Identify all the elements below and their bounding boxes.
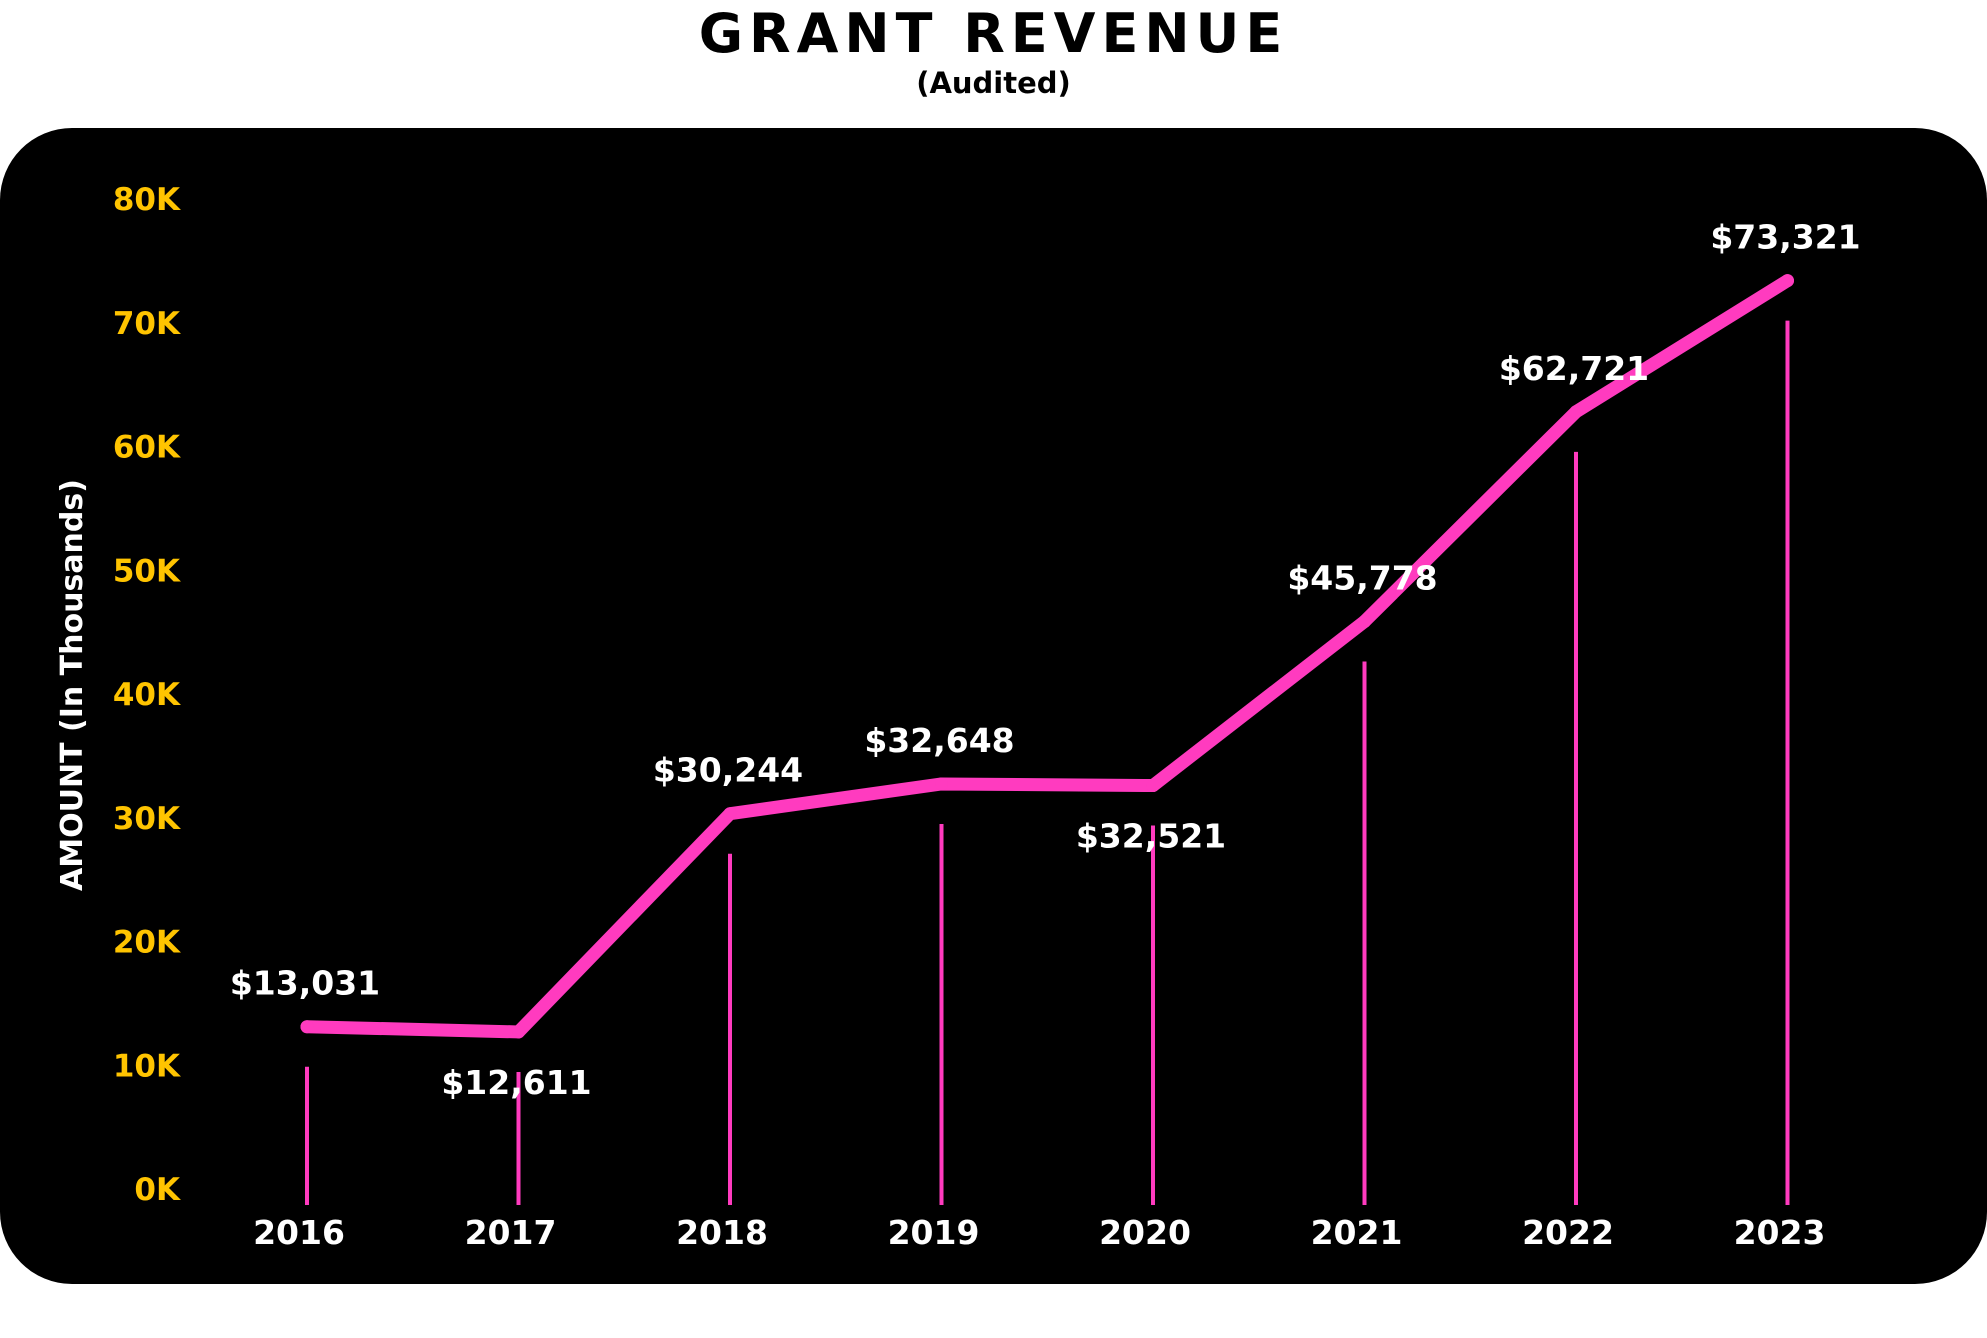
data-point	[300, 1020, 314, 1034]
y-tick-label: 80K	[113, 182, 181, 218]
data-label: $32,648	[864, 721, 1014, 760]
data-label: $62,721	[1499, 349, 1649, 388]
x-tick-label: 2019	[888, 1213, 980, 1252]
x-tick-label: 2017	[465, 1213, 557, 1252]
x-tick-label: 2016	[253, 1213, 345, 1252]
y-tick-label: 40K	[113, 677, 181, 713]
y-tick-label: 60K	[113, 430, 181, 466]
data-point	[512, 1025, 525, 1039]
data-point	[1781, 274, 1794, 288]
data-label: $73,321	[1710, 218, 1860, 257]
y-tick-label: 50K	[113, 553, 181, 589]
y-tick-label: 20K	[113, 925, 181, 961]
series-line	[300, 274, 1794, 1039]
data-point	[1358, 614, 1371, 628]
data-label: $32,521	[1076, 817, 1226, 856]
data-point	[935, 777, 948, 791]
data-label: $45,778	[1287, 558, 1437, 597]
chart-panel	[0, 128, 1987, 1284]
data-point	[1569, 405, 1583, 419]
data-point	[1146, 779, 1160, 793]
x-tick-label: 2021	[1311, 1213, 1403, 1252]
y-tick-label: 70K	[113, 306, 181, 342]
data-label: $30,244	[653, 751, 803, 790]
x-tick-label: 2020	[1099, 1213, 1191, 1252]
x-tick-label: 2022	[1522, 1213, 1614, 1252]
chart-title: GRANT REVENUE	[698, 2, 1289, 65]
y-tick-label: 10K	[113, 1048, 181, 1084]
y-tick-label: 0K	[134, 1172, 181, 1208]
data-label: $12,611	[441, 1063, 591, 1102]
y-tick-label: 30K	[113, 801, 181, 837]
y-axis-label: AMOUNT (In Thousands)	[55, 479, 90, 891]
data-label: $13,031	[230, 964, 380, 1003]
x-tick-label: 2023	[1734, 1213, 1826, 1252]
data-point	[723, 807, 737, 821]
chart-subtitle: (Audited)	[916, 66, 1071, 100]
x-tick-label: 2018	[676, 1213, 768, 1252]
